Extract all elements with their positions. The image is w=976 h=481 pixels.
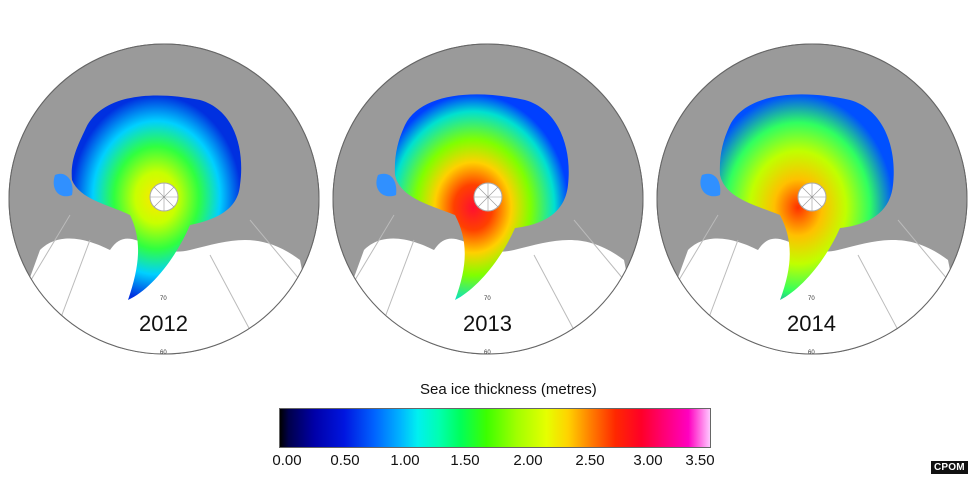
map-2014: 70 60 [656,43,968,356]
year-label-2013: 2013 [460,312,515,336]
colorbar-tick: 0.50 [330,452,360,469]
latitude-label-70: 70 [160,296,167,302]
colorbar-tick: 3.50 [685,452,715,469]
latitude-label-60: 60 [484,350,491,356]
map-2012: 70 60 [8,43,320,356]
colorbar-tick: 1.50 [450,452,480,469]
cpom-logo: CPOM [931,461,968,474]
year-label-2014: 2014 [784,312,839,336]
colorbar-title: Sea ice thickness (metres) [420,381,597,398]
colorbar-tick: 0.00 [272,452,302,469]
latitude-label-60: 60 [808,350,815,356]
latitude-label-70: 70 [808,296,815,302]
colorbar-tick: 3.00 [633,452,663,469]
map-2013: 70 60 [332,43,644,356]
year-label-2012: 2012 [136,312,191,336]
colorbar [279,408,711,448]
colorbar-tick: 2.50 [575,452,605,469]
latitude-label-70: 70 [484,296,491,302]
colorbar-tick: 1.00 [390,452,420,469]
latitude-label-60: 60 [160,350,167,356]
colorbar-tick: 2.00 [513,452,543,469]
arctic-maps: 70 60 70 60 70 60 [8,43,968,356]
